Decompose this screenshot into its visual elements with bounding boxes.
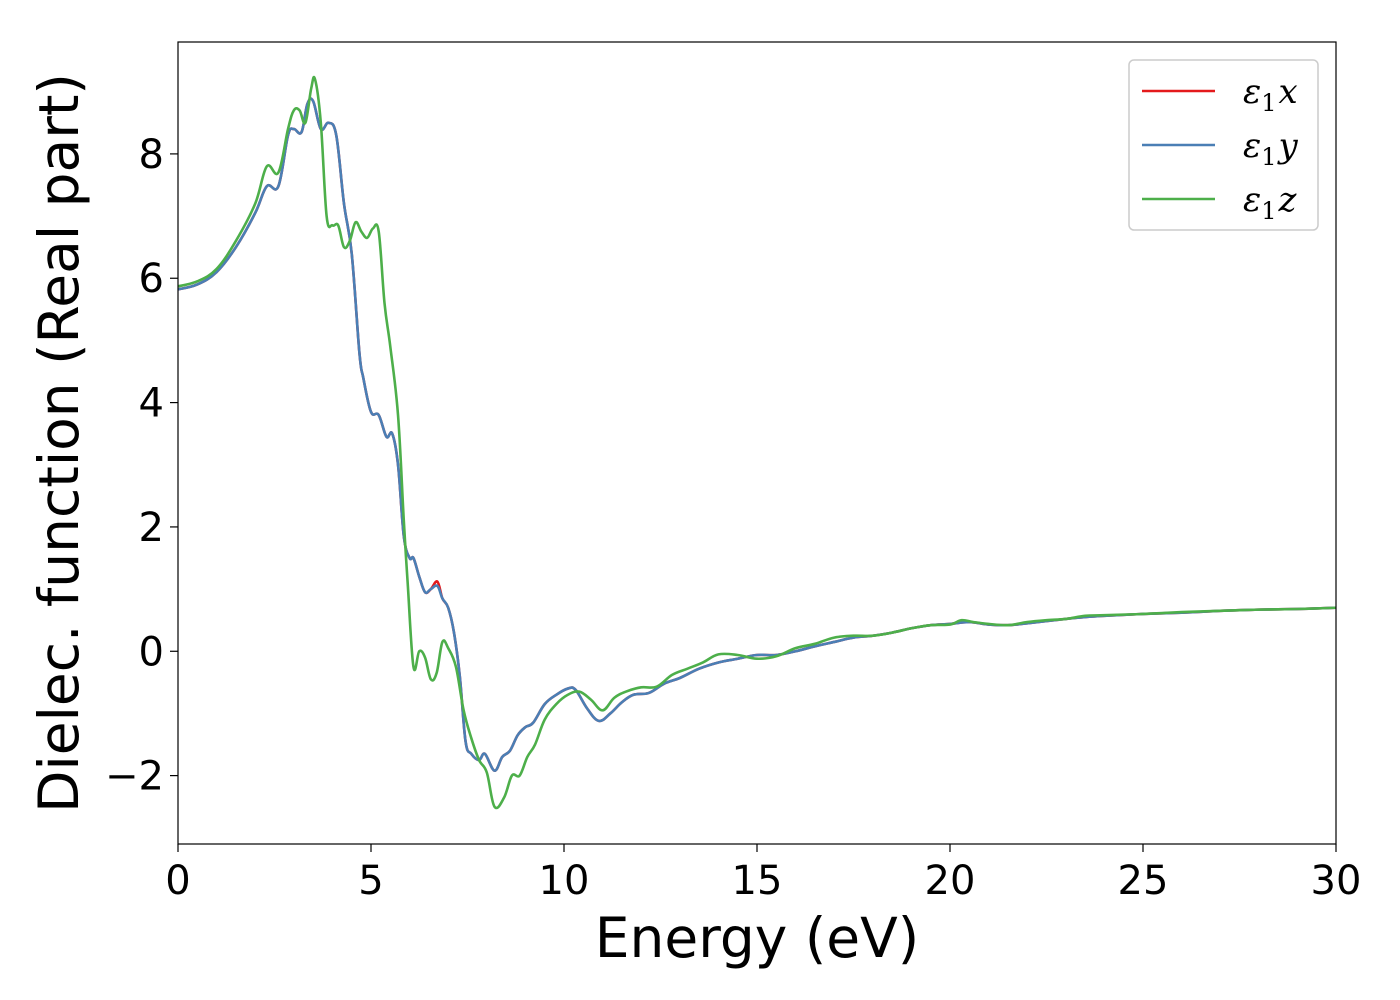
y-tick-label: 8 (139, 132, 164, 178)
y-tick-label: −2 (105, 754, 164, 800)
legend: ε1x ε1y ε1z (1128, 59, 1319, 231)
x-axis-label: Energy (eV) (595, 906, 919, 970)
y-tick-label: 4 (139, 381, 164, 427)
x-tick-label: 0 (165, 858, 190, 904)
x-tick-label: 20 (925, 858, 976, 904)
y-axis-label: Dielec. function (Real part) (27, 73, 91, 813)
x-tick-label: 30 (1311, 858, 1362, 904)
legend-label-x: ε1x (1243, 72, 1298, 117)
y-axis: −2 0 2 4 6 8 (105, 132, 178, 800)
x-tick-label: 10 (539, 858, 590, 904)
legend-label-z: ε1z (1243, 180, 1298, 225)
y-tick-label: 2 (139, 505, 164, 551)
series-layer (178, 75, 1336, 810)
x-tick-label: 5 (358, 858, 383, 904)
x-axis: 0 5 10 15 20 25 30 (165, 844, 1361, 904)
legend-box (1128, 59, 1319, 231)
y-tick-label: 0 (139, 629, 164, 675)
series-line-z (178, 75, 1336, 810)
x-tick-label: 25 (1118, 858, 1169, 904)
legend-label-y: ε1y (1243, 126, 1299, 171)
x-tick-label: 15 (732, 858, 783, 904)
y-tick-label: 6 (139, 256, 164, 302)
